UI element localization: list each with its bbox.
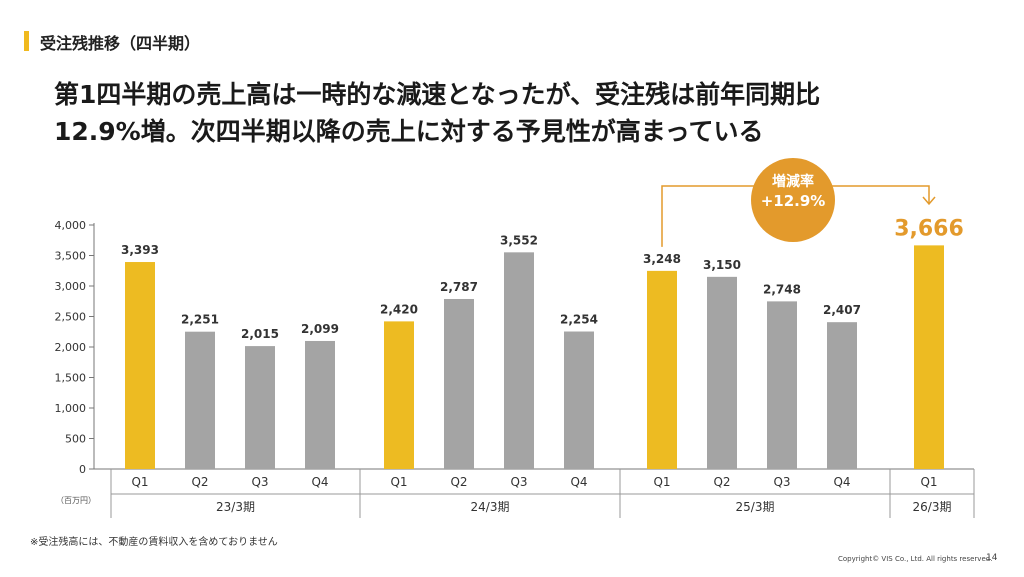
- y-tick-label: 3,000: [55, 280, 87, 293]
- quarter-label: Q1: [390, 475, 407, 489]
- quarter-label: Q1: [131, 475, 148, 489]
- bar-value-label: 2,748: [763, 282, 801, 296]
- unit-label: （百万円）: [56, 496, 96, 505]
- quarter-label: Q2: [191, 475, 208, 489]
- bar-value-label: 3,248: [643, 252, 681, 266]
- quarter-label: Q3: [510, 475, 527, 489]
- bar-value-label: 2,099: [301, 322, 339, 336]
- bar: [245, 346, 275, 469]
- y-tick-label: 2,000: [55, 341, 87, 354]
- quarter-label: Q4: [570, 475, 587, 489]
- bar: [827, 322, 857, 469]
- bar: [707, 276, 737, 469]
- headline-line-1: 第1四半期の売上高は一時的な減速となったが、受注残は前年同期比: [54, 80, 821, 109]
- bar: [767, 301, 797, 469]
- quarter-label: Q1: [653, 475, 670, 489]
- bar: [647, 270, 677, 469]
- bar: [504, 252, 534, 469]
- bar-value-label: 2,787: [440, 280, 478, 294]
- bar: [564, 331, 594, 469]
- headline-line-2: 12.9%増。次四半期以降の売上に対する予見性が高まっている: [54, 117, 764, 146]
- quarter-label: Q4: [833, 475, 850, 489]
- quarter-label: Q3: [773, 475, 790, 489]
- bar-value-label: 2,407: [823, 303, 861, 317]
- fiscal-year-label: 24/3期: [471, 500, 510, 514]
- y-tick-label: 3,500: [55, 250, 87, 263]
- copyright: Copyright© VIS Co., Ltd. All rights rese…: [838, 555, 993, 563]
- quarter-label: Q2: [713, 475, 730, 489]
- y-tick-label: 2,500: [55, 311, 87, 324]
- bar-value-label: 2,015: [241, 327, 279, 341]
- bar-value-label: 2,254: [560, 313, 598, 327]
- quarter-label: Q1: [920, 475, 937, 489]
- section-marker: [24, 31, 29, 51]
- section-title: 受注残推移（四半期）: [40, 34, 201, 53]
- bar: [384, 321, 414, 469]
- bar-value-label: 2,251: [181, 313, 219, 327]
- fiscal-year-label: 25/3期: [736, 500, 775, 514]
- bar: [444, 298, 474, 469]
- page-number: 14: [986, 553, 998, 563]
- fiscal-year-label: 26/3期: [913, 500, 952, 514]
- quarter-label: Q2: [450, 475, 467, 489]
- footnote: ※受注残高には、不動産の賃料収入を含めておりません: [30, 537, 278, 548]
- quarter-label: Q3: [251, 475, 268, 489]
- y-tick-label: 1,500: [55, 372, 87, 385]
- growth-rate-badge-value: +12.9%: [760, 192, 826, 210]
- growth-rate-badge-label: 増減率: [772, 174, 814, 190]
- bar: [305, 340, 335, 469]
- bar: [914, 245, 944, 469]
- down-arrow-icon: [922, 196, 936, 206]
- y-tick-label: 0: [79, 463, 86, 476]
- bar-value-label-emphasis: 3,666: [894, 216, 964, 241]
- bar: [125, 262, 155, 469]
- bar-value-label: 3,150: [703, 258, 741, 272]
- growth-rate-badge: 増減率 +12.9%: [751, 158, 835, 242]
- bar-value-label: 3,552: [500, 233, 538, 247]
- quarter-label: Q4: [311, 475, 328, 489]
- bar-value-label: 2,420: [380, 302, 418, 316]
- fiscal-year-label: 23/3期: [216, 500, 255, 514]
- y-tick-label: 4,000: [55, 219, 87, 232]
- bar-value-label: 3,393: [121, 243, 159, 257]
- y-tick-label: 1,000: [55, 402, 87, 415]
- bar: [185, 331, 215, 469]
- y-tick-label: 500: [65, 433, 86, 446]
- headline: 第1四半期の売上高は一時的な減速となったが、受注残は前年同期比 12.9%増。次…: [54, 76, 994, 150]
